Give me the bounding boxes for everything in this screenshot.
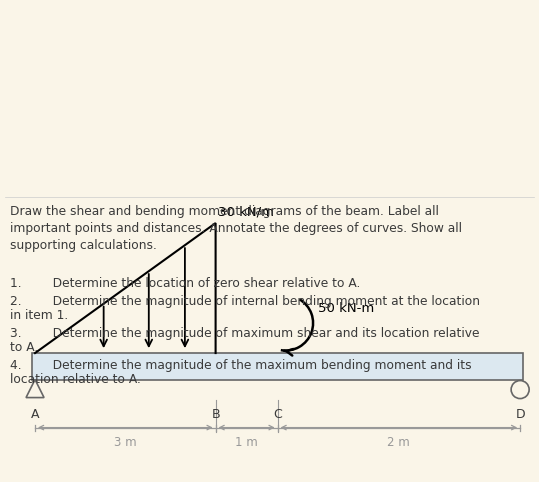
Text: 1.        Determine the location of zero shear relative to A.: 1. Determine the location of zero shear … <box>10 277 361 290</box>
Text: 50 kN-m: 50 kN-m <box>318 302 374 315</box>
Text: 2 m: 2 m <box>388 436 410 449</box>
Text: 3.        Determine the magnitude of maximum shear and its location relative: 3. Determine the magnitude of maximum sh… <box>10 327 480 340</box>
Bar <box>32 353 523 380</box>
Text: 1 m: 1 m <box>235 436 258 449</box>
Text: C: C <box>273 408 282 421</box>
Text: B: B <box>211 408 220 421</box>
Text: in item 1.: in item 1. <box>10 309 68 322</box>
Text: Draw the shear and bending moment diagrams of the beam. Label all
important poin: Draw the shear and bending moment diagra… <box>10 205 462 252</box>
Text: location relative to A.: location relative to A. <box>10 373 141 386</box>
Text: 4.        Determine the magnitude of the maximum bending moment and its: 4. Determine the magnitude of the maximu… <box>10 359 472 372</box>
Text: to A.: to A. <box>10 341 38 354</box>
Text: D: D <box>515 408 525 421</box>
Text: A: A <box>31 408 39 421</box>
Text: 2.        Determine the magnitude of internal bending moment at the location: 2. Determine the magnitude of internal b… <box>10 295 480 308</box>
Text: 3 m: 3 m <box>114 436 136 449</box>
Text: 30 kN/m: 30 kN/m <box>218 205 274 218</box>
